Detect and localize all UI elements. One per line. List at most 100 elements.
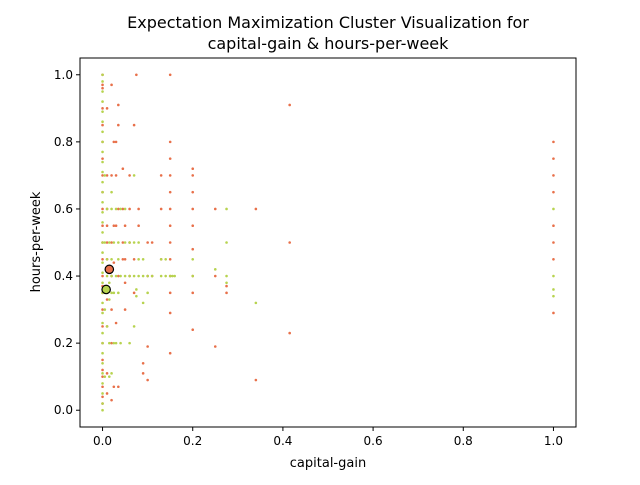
data-point-cluster-1: [552, 257, 555, 261]
x-tick-label: 0.0: [93, 434, 112, 448]
y-tick-label: 0.2: [54, 336, 73, 350]
data-point-cluster-2: [164, 257, 167, 261]
data-point-cluster-1: [114, 174, 118, 177]
x-tick-label: 0.2: [183, 434, 202, 448]
data-point-cluster-2: [552, 274, 555, 278]
data-point-cluster-2: [101, 160, 104, 164]
data-point-cluster-1: [101, 257, 104, 261]
data-point-cluster-1: [213, 345, 217, 348]
data-point-cluster-2: [101, 251, 104, 254]
data-point-cluster-1: [146, 345, 149, 348]
data-point-cluster-2: [108, 341, 111, 345]
data-point-cluster-1: [117, 274, 120, 278]
data-point-cluster-1: [121, 241, 125, 244]
data-point-cluster-2: [123, 207, 127, 211]
data-point-cluster-1: [213, 274, 217, 278]
data-point-cluster-1: [552, 140, 555, 144]
data-point-cluster-1: [128, 207, 131, 211]
data-point-cluster-1: [101, 83, 104, 87]
data-point-cluster-1: [168, 190, 172, 194]
data-point-cluster-1: [110, 241, 113, 244]
data-point-cluster-2: [103, 174, 107, 177]
data-point-cluster-2: [191, 257, 195, 261]
data-point-cluster-2: [128, 274, 131, 278]
data-point-cluster-1: [101, 224, 104, 228]
data-point-cluster-2: [103, 308, 107, 311]
data-point-cluster-2: [110, 372, 113, 375]
data-point-cluster-1: [114, 140, 118, 144]
data-point-cluster-2: [225, 241, 228, 244]
data-point-cluster-2: [110, 207, 113, 211]
data-point-cluster-2: [119, 341, 122, 345]
data-point-cluster-2: [171, 274, 174, 278]
data-point-cluster-2: [101, 231, 104, 234]
data-point-cluster-1: [191, 167, 195, 170]
data-point-cluster-1: [254, 207, 258, 211]
data-point-cluster-1: [105, 241, 109, 244]
data-point-cluster-1: [254, 378, 258, 382]
data-point-cluster-1: [117, 207, 120, 211]
data-point-cluster-2: [105, 274, 109, 278]
data-point-cluster-2: [168, 274, 172, 278]
data-point-cluster-1: [101, 123, 104, 127]
data-point-cluster-2: [141, 274, 145, 278]
data-point-cluster-1: [288, 241, 291, 244]
chart-title-line-1: Expectation Maximization Cluster Visuali…: [127, 13, 529, 32]
cluster-centroid-2: [101, 284, 111, 295]
data-point-cluster-2: [119, 274, 122, 278]
data-point-cluster-2: [101, 392, 104, 395]
data-point-cluster-2: [101, 361, 104, 365]
data-point-cluster-2: [128, 241, 131, 244]
data-point-cluster-1: [101, 395, 104, 399]
data-point-cluster-1: [105, 174, 109, 177]
data-point-cluster-2: [552, 207, 555, 211]
data-point-cluster-1: [105, 224, 109, 228]
y-tick-label: 1.0: [54, 68, 73, 82]
data-point-cluster-2: [112, 341, 116, 345]
data-point-cluster-2: [101, 261, 104, 264]
data-point-cluster-2: [119, 207, 122, 211]
data-point-cluster-1: [121, 207, 125, 211]
data-point-cluster-1: [101, 325, 104, 328]
data-point-cluster-2: [141, 301, 145, 305]
data-point-cluster-2: [114, 207, 118, 211]
data-point-cluster-2: [137, 257, 140, 261]
x-axis-label: capital-gain: [290, 456, 366, 471]
data-point-cluster-1: [159, 174, 163, 177]
data-point-cluster-2: [105, 257, 109, 261]
y-tick-label: 0.8: [54, 135, 73, 149]
data-point-cluster-1: [123, 224, 127, 228]
data-point-cluster-2: [225, 274, 228, 278]
data-point-cluster-1: [105, 298, 109, 301]
data-point-cluster-2: [132, 274, 136, 278]
data-point-cluster-1: [123, 257, 127, 261]
data-point-cluster-1: [168, 207, 172, 211]
data-point-cluster-1: [101, 86, 104, 90]
x-tick-label: 1.0: [544, 434, 563, 448]
data-point-cluster-1: [225, 284, 228, 288]
data-point-cluster-1: [225, 291, 228, 295]
data-point-cluster-1: [132, 257, 136, 261]
data-point-cluster-2: [132, 174, 136, 177]
data-point-cluster-2: [213, 268, 217, 271]
data-point-cluster-2: [108, 298, 111, 301]
x-tick-label: 0.4: [273, 434, 292, 448]
data-point-cluster-1: [191, 207, 195, 211]
data-point-cluster-2: [108, 375, 111, 378]
data-point-cluster-1: [137, 224, 140, 228]
y-tick-label: 0.6: [54, 202, 73, 216]
data-point-cluster-1: [114, 224, 118, 228]
data-point-cluster-1: [191, 224, 195, 228]
data-point-cluster-1: [159, 207, 163, 211]
data-point-cluster-1: [191, 174, 195, 177]
data-point-cluster-2: [114, 341, 118, 345]
data-point-cluster-2: [137, 274, 140, 278]
data-point-cluster-2: [101, 150, 104, 154]
data-point-cluster-2: [135, 288, 138, 291]
data-point-cluster-1: [123, 308, 127, 311]
cluster-centroid-1: [104, 264, 115, 275]
data-point-cluster-1: [101, 368, 104, 372]
data-point-cluster-2: [105, 207, 109, 211]
